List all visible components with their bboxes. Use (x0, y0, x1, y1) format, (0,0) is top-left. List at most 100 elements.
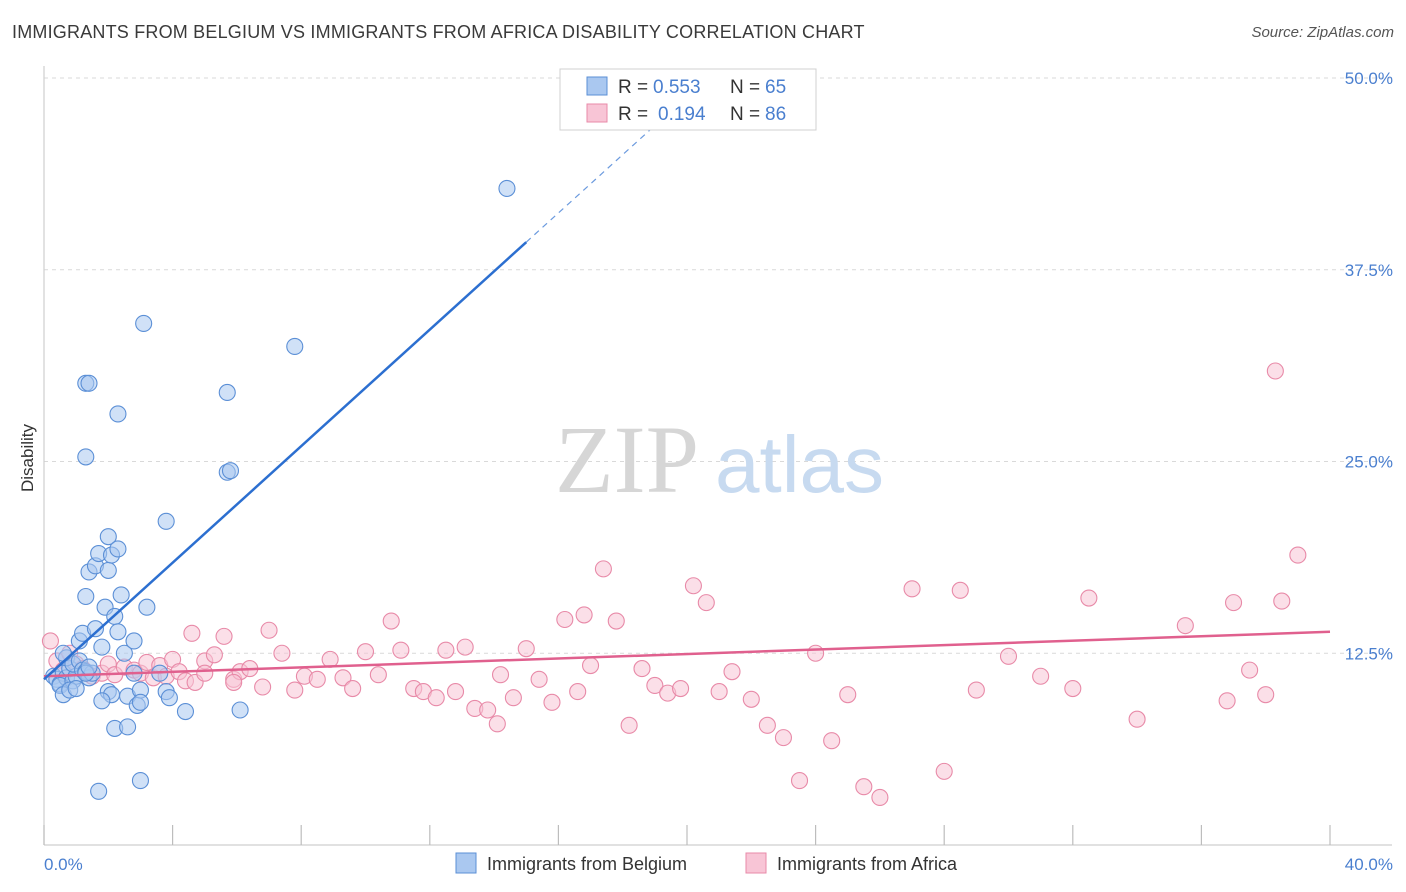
belgium-point-49 (90, 782, 108, 800)
watermark-atlas: atlas (715, 420, 884, 509)
legend-swatch-africa (586, 103, 608, 123)
africa-point-71 (807, 644, 825, 662)
grid (44, 77, 1392, 654)
belgium-point-30 (77, 587, 95, 606)
belgium-point-47 (119, 718, 137, 736)
africa-point-42 (427, 689, 445, 707)
africa-point-45 (456, 638, 474, 656)
africa-point-72 (823, 732, 841, 750)
legend-r-label-belgium: R = (618, 77, 648, 98)
africa-point-58 (620, 716, 638, 734)
africa-point-37 (369, 666, 387, 684)
legend-r-label-africa: R = (618, 104, 648, 125)
belgium-point-66 (231, 701, 249, 719)
africa-point-85 (1176, 617, 1194, 635)
belgium-point-24 (86, 620, 104, 638)
africa-point-63 (684, 577, 702, 595)
y-tick-labels: 12.5% 25.0% 37.5% 50.0% (1345, 69, 1393, 663)
africa-point-77 (935, 762, 953, 780)
belgium-point-55 (157, 512, 175, 530)
africa-point-95 (575, 606, 593, 624)
belgium-trend-line (43, 241, 528, 681)
africa-point-97 (488, 715, 506, 733)
legend-bottom-label-africa: Immigrants from Africa (777, 854, 958, 874)
y-tick-label-1: 25.0% (1345, 453, 1393, 472)
africa-point-32 (308, 670, 326, 688)
belgium-point-25 (93, 638, 111, 656)
africa-point-94 (225, 673, 243, 691)
legend-bottom: Immigrants from Belgium Immigrants from … (455, 852, 958, 874)
legend-r-value-africa: 0.194 (658, 104, 706, 125)
belgium-point-40 (115, 644, 133, 662)
axes (43, 66, 1392, 846)
africa-point-68 (758, 716, 776, 734)
africa-point-27 (254, 678, 272, 696)
legend-n-label-africa: N = (730, 104, 760, 125)
africa-point-93 (183, 624, 201, 642)
africa-point-83 (1080, 589, 1098, 607)
chart-title: IMMIGRANTS FROM BELGIUM VS IMMIGRANTS FR… (12, 22, 865, 42)
africa-point-88 (1257, 686, 1275, 704)
africa-point-67 (742, 690, 760, 708)
africa-point-30 (286, 681, 304, 699)
belgium-point-54 (176, 702, 195, 721)
africa-point-38 (382, 612, 400, 630)
africa-trend-line (43, 630, 1331, 678)
legend-r-value-belgium: 0.553 (653, 77, 701, 98)
africa-point-22 (205, 646, 223, 664)
africa-point-86 (1225, 594, 1243, 612)
belgium-point-57 (221, 462, 240, 480)
legend-swatch-belgium (586, 76, 608, 96)
africa-point-43 (437, 641, 455, 659)
x-tick-label-0: 0.0% (44, 855, 83, 874)
belgium-point-50 (138, 598, 156, 616)
legend-bottom-label-belgium: Immigrants from Belgium (487, 854, 687, 874)
belgium-point-53 (160, 689, 178, 707)
legend-bottom-swatch-belgium (455, 852, 477, 874)
africa-point-54 (569, 683, 587, 701)
africa-point-73 (839, 686, 857, 704)
y-tick-label-3: 50.0% (1345, 69, 1393, 88)
belgium-point-58 (218, 383, 236, 402)
belgium-point-61 (80, 374, 98, 392)
africa-point-50 (517, 640, 535, 658)
africa-point-70 (790, 772, 809, 790)
belgium-point-36 (99, 561, 117, 579)
africa-point-29 (273, 644, 291, 662)
africa-point-56 (594, 560, 612, 578)
africa-point-96 (196, 664, 214, 682)
africa-point-81 (1032, 667, 1050, 685)
africa-point-69 (774, 729, 793, 747)
africa-point-87 (1241, 661, 1259, 679)
belgium-point-23 (80, 658, 98, 676)
trend-lines (43, 95, 1331, 681)
africa-point-84 (1128, 710, 1146, 728)
africa-point-34 (334, 669, 352, 687)
belgium-point-18 (67, 679, 85, 698)
africa-point-75 (871, 788, 889, 806)
belgium-point-39 (112, 586, 130, 604)
y-tick-label-2: 37.5% (1345, 261, 1393, 280)
belgium-point-67 (131, 693, 149, 711)
africa-point-92 (1266, 362, 1284, 380)
africa-point-47 (479, 701, 497, 719)
x-tick-label-1: 40.0% (1345, 855, 1393, 874)
watermark-zip: ZIP (555, 406, 699, 513)
africa-point-66 (723, 663, 741, 681)
africa-point-53 (556, 610, 574, 629)
belgium-point-34 (99, 528, 117, 546)
y-tick-label-0: 12.5% (1345, 644, 1393, 663)
chart-source: Source: ZipAtlas.com (1251, 24, 1394, 41)
legend-n-value-africa: 86 (765, 104, 786, 125)
africa-point-90 (1273, 592, 1291, 610)
africa-point-80 (999, 647, 1018, 665)
africa-point-82 (1064, 679, 1082, 698)
legend-n-label-belgium: N = (730, 77, 760, 98)
belgium-point-62 (135, 314, 153, 332)
africa-point-91 (1289, 546, 1307, 564)
belgium-point-68 (93, 692, 111, 710)
belgium-point-48 (131, 772, 149, 790)
africa-point-74 (855, 778, 873, 796)
watermark: ZIP atlas (555, 406, 884, 513)
africa-point-0 (41, 632, 59, 650)
